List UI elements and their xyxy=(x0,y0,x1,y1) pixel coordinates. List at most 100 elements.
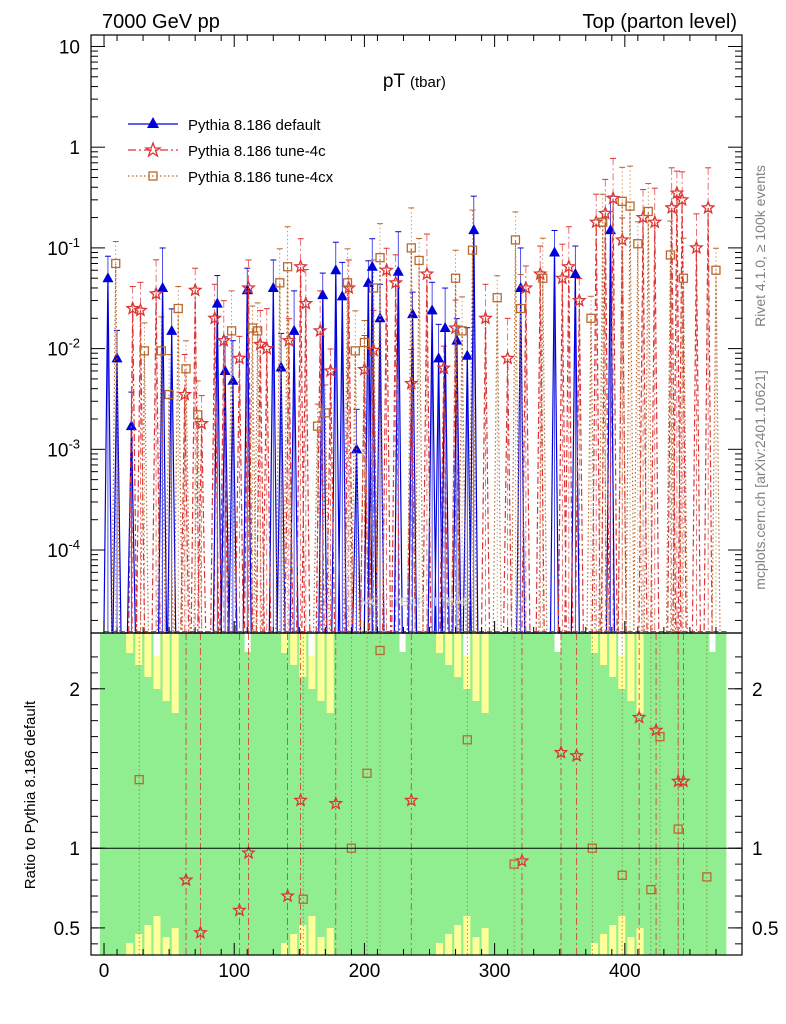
band-gap xyxy=(709,633,716,652)
data-point xyxy=(359,337,370,348)
band-segment xyxy=(299,633,307,677)
x-tick-label: 300 xyxy=(479,961,511,982)
band-segment xyxy=(609,633,617,677)
plot-title-sub: (tbar) xyxy=(410,74,446,91)
data-point xyxy=(510,235,521,245)
ratio-point xyxy=(631,709,647,724)
data-point xyxy=(293,258,308,274)
ratio-tick-label: 2 xyxy=(69,680,80,701)
band-gap xyxy=(244,633,251,652)
data-point xyxy=(164,389,174,400)
ratio-tick-label: 1 xyxy=(69,839,80,860)
data-point xyxy=(664,199,680,215)
band-segment xyxy=(162,633,170,701)
series-2 xyxy=(111,196,721,634)
ratio-point xyxy=(280,888,295,903)
side-text-top: Rivet 4.1.0, ≥ 100k events xyxy=(752,165,768,327)
data-point xyxy=(403,375,419,390)
data-point xyxy=(267,281,279,292)
band-segment xyxy=(627,937,635,955)
ratio-point xyxy=(231,902,247,917)
data-point xyxy=(139,346,150,356)
band-segment xyxy=(472,633,480,701)
data-point xyxy=(247,323,258,333)
band-gap xyxy=(308,633,315,656)
plot-title: pT xyxy=(383,71,406,92)
data-point xyxy=(492,293,502,303)
band-segment xyxy=(618,916,626,955)
data-point xyxy=(259,340,275,355)
data-point xyxy=(538,273,548,283)
data-point xyxy=(688,240,704,255)
data-point xyxy=(419,266,435,281)
ratio-right-tick-label: 2 xyxy=(752,680,763,701)
band-segment xyxy=(600,934,608,955)
data-point xyxy=(678,273,689,283)
band-segment xyxy=(445,934,453,955)
legend: Pythia 8.186 default Pythia 8.186 tune-4… xyxy=(128,117,334,186)
data-point xyxy=(166,324,178,335)
data-point xyxy=(518,280,534,295)
y-tick-label: 10 xyxy=(59,37,80,58)
data-point xyxy=(211,297,223,308)
ratio-uncertainty-bands xyxy=(100,633,727,955)
band-segment xyxy=(618,633,626,689)
data-point xyxy=(157,281,169,292)
ratio-point xyxy=(676,773,691,788)
data-point xyxy=(156,346,166,356)
legend-entry-tune-4cx: Pythia 8.186 tune-4cx xyxy=(128,169,334,186)
band-segment xyxy=(171,928,179,955)
band-segment xyxy=(472,937,480,955)
data-point xyxy=(598,217,608,227)
ratio-layer xyxy=(134,633,712,955)
x-tick-label: 0 xyxy=(99,961,110,982)
data-point xyxy=(366,342,381,357)
y-tick-label: 1 xyxy=(69,138,80,159)
ratio-tick-label: 0.5 xyxy=(54,919,80,940)
band-segment xyxy=(609,925,617,955)
star-marker-icon xyxy=(143,141,163,158)
band-segment xyxy=(481,633,489,713)
band-segment xyxy=(481,928,489,955)
band-segment xyxy=(436,943,444,955)
ratio-point xyxy=(553,744,569,759)
data-point xyxy=(647,214,663,229)
data-point xyxy=(275,361,287,372)
band-segment xyxy=(317,937,325,955)
data-point xyxy=(298,295,314,310)
data-point xyxy=(700,200,716,215)
data-point xyxy=(216,332,232,347)
data-point xyxy=(317,289,329,300)
legend-label-tune-4c: Pythia 8.186 tune-4c xyxy=(188,143,326,160)
data-point xyxy=(177,386,193,401)
data-point xyxy=(605,190,621,205)
ratio-point xyxy=(646,884,656,895)
band-gap xyxy=(399,633,406,652)
data-point xyxy=(674,191,690,207)
ratio-point xyxy=(298,894,308,904)
data-point xyxy=(282,262,293,272)
band-segment xyxy=(308,633,316,689)
data-point xyxy=(478,310,493,325)
header-left: 7000 GeV pp xyxy=(102,11,220,33)
ratio-point xyxy=(673,824,683,834)
series-line xyxy=(111,201,721,634)
data-point xyxy=(597,205,613,220)
data-point xyxy=(102,272,114,283)
band-segment xyxy=(463,633,471,689)
band-segment xyxy=(299,925,307,955)
ratio-point xyxy=(241,845,256,860)
ratio-point xyxy=(569,747,585,763)
band-gap xyxy=(463,633,470,656)
data-point xyxy=(392,265,404,276)
band-segment xyxy=(126,633,134,653)
ratio-point xyxy=(617,870,627,880)
data-point xyxy=(241,280,256,295)
data-point xyxy=(231,350,247,365)
band-segment xyxy=(627,633,635,701)
ratio-point xyxy=(403,792,419,807)
data-point xyxy=(617,196,627,206)
data-point xyxy=(388,275,404,290)
data-point xyxy=(330,264,342,275)
